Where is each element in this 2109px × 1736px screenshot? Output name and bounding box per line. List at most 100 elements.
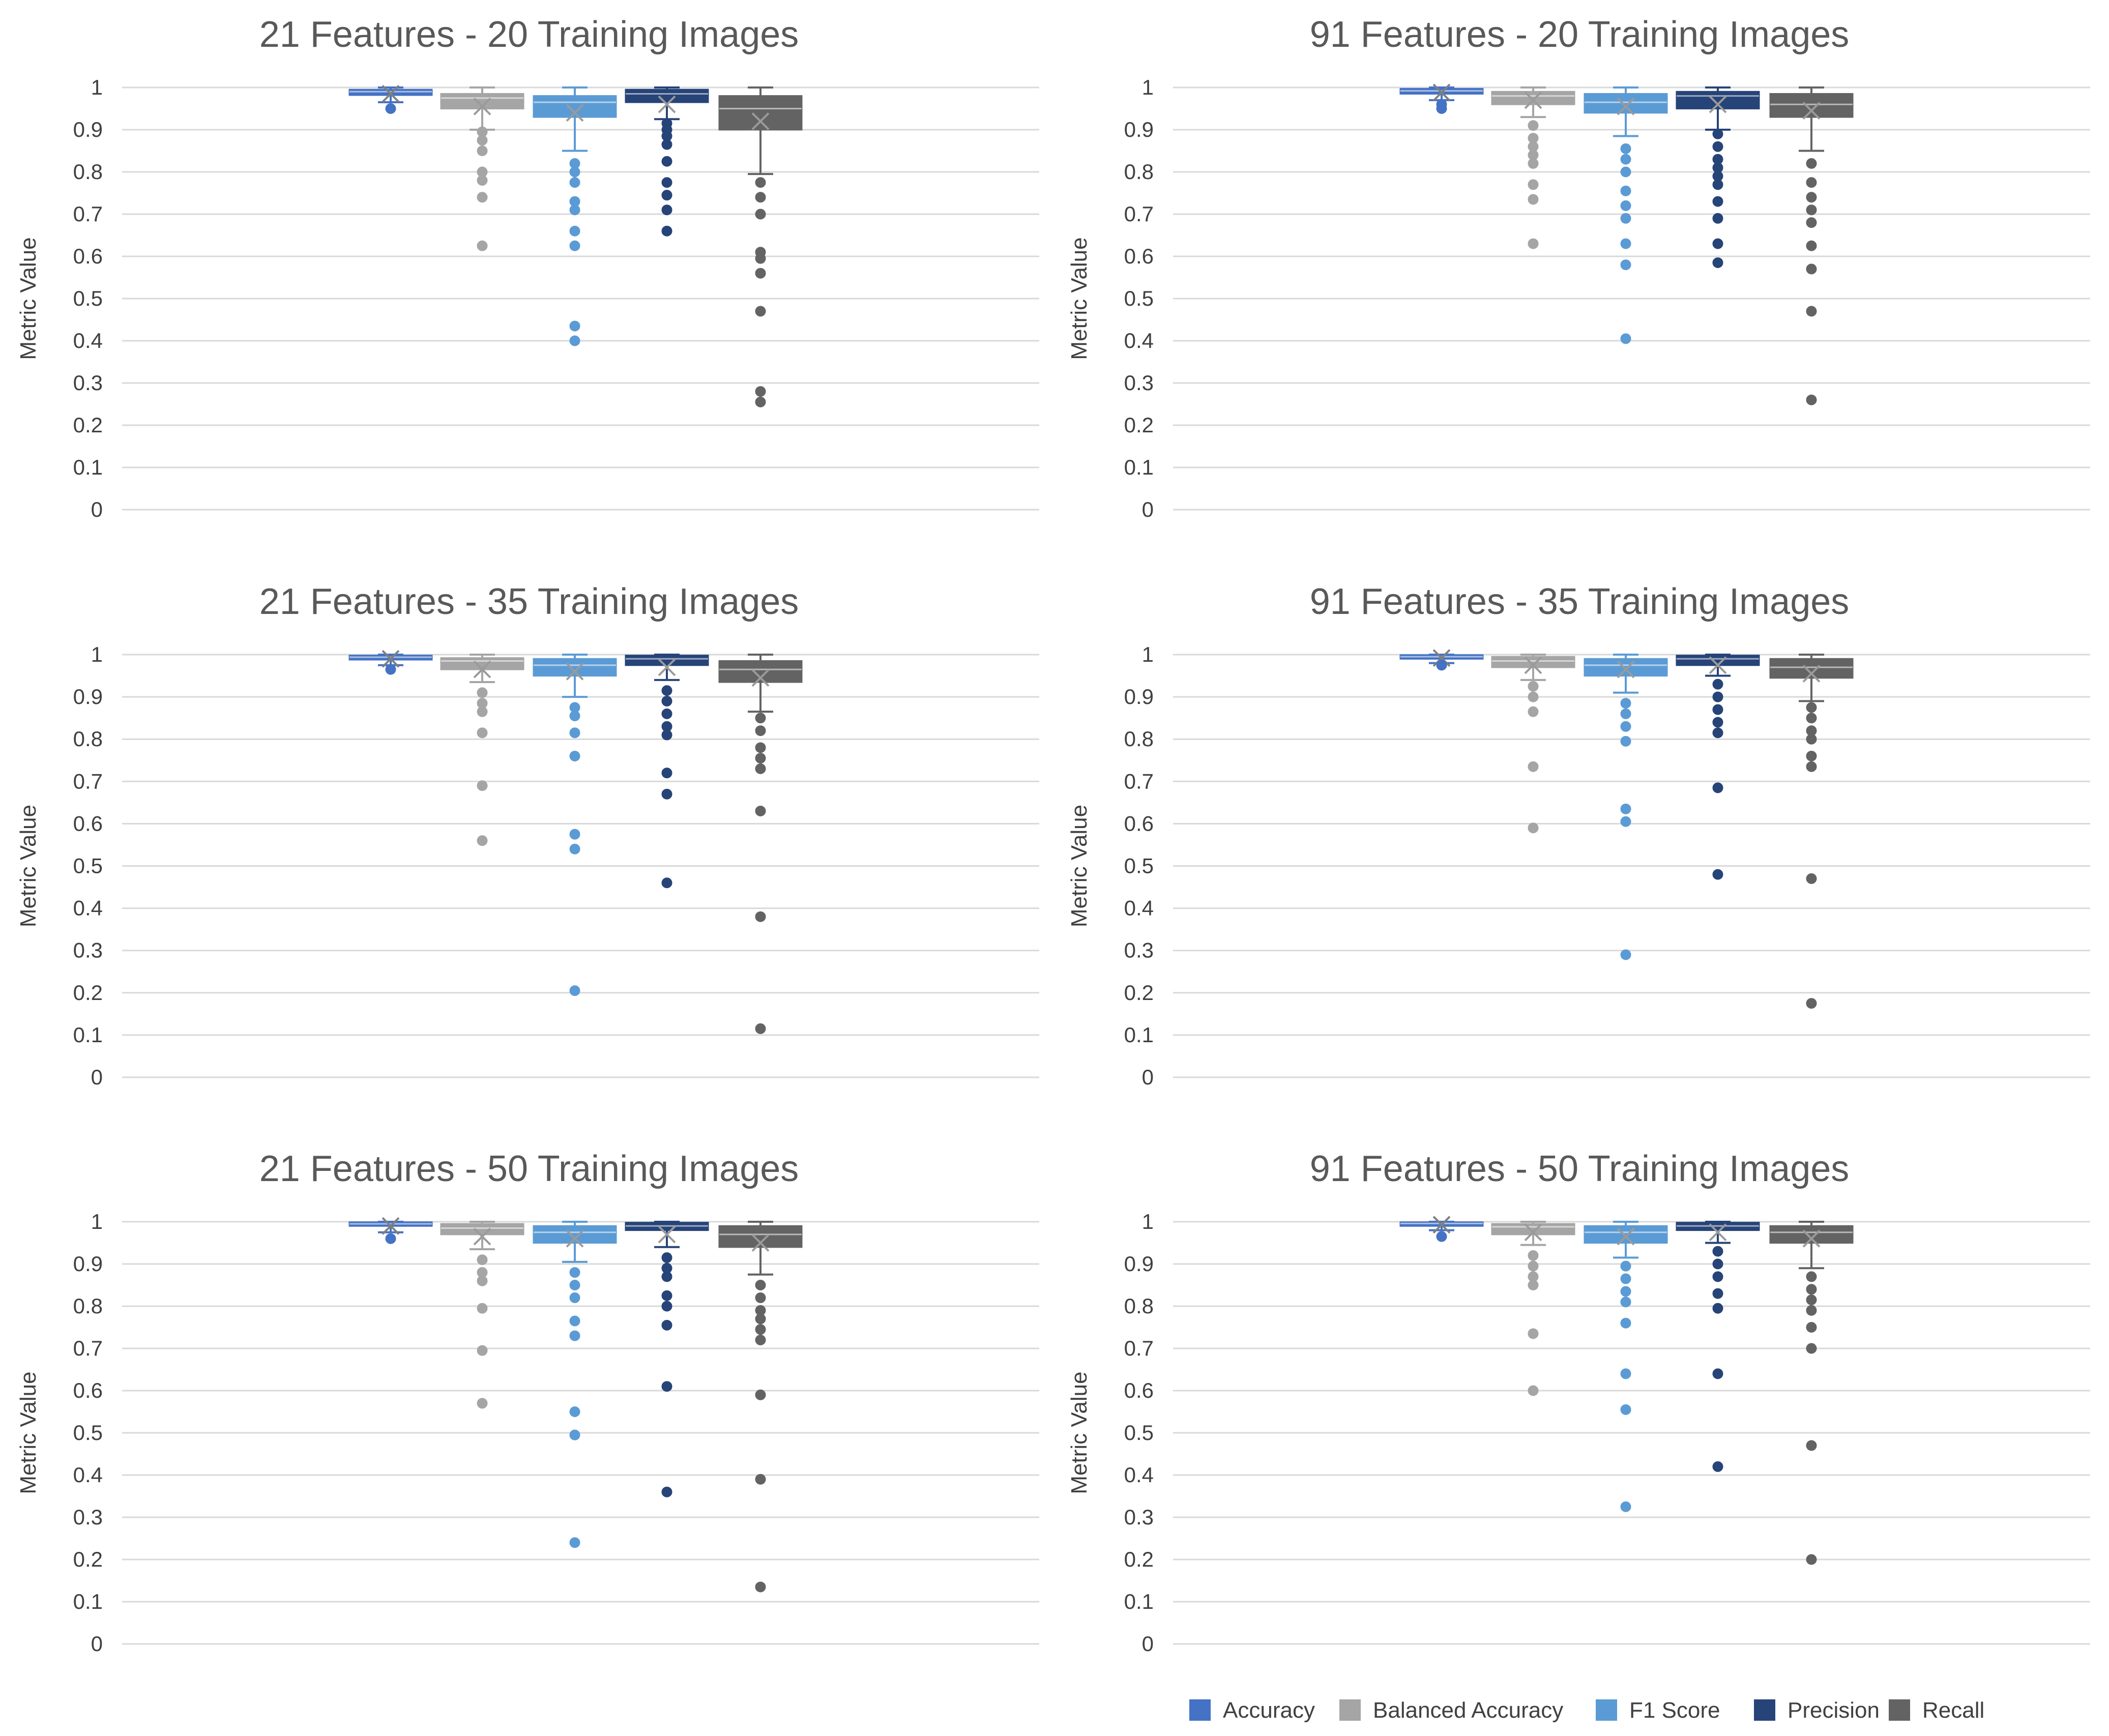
outlier-point [1806,158,1817,169]
outlier-point [1712,179,1723,190]
outlier-point [661,685,672,696]
outlier-point [569,320,580,332]
mean-marker [566,1229,584,1248]
outlier-point [661,204,672,216]
mean-marker-stroke [566,104,584,122]
mean-marker [1802,1229,1821,1248]
chart-title: 21 Features - 20 Training Images [259,14,799,55]
y-tick-label: 0.5 [1124,286,1154,310]
box-iqr [1769,1225,1854,1244]
box-accuracy [1399,649,1484,671]
outlier-point [569,1537,580,1548]
outlier-point [569,177,580,188]
mean-marker-stroke [751,112,770,130]
box-iqr [1676,655,1760,666]
outlier-point [477,780,488,791]
outlier-point [1620,949,1631,960]
outlier-point [1620,185,1631,196]
y-tick-label: 0.1 [1124,455,1154,479]
y-tick-label: 0.1 [73,1023,103,1047]
box-balanced-accuracy [1491,1221,1575,1396]
outlier-point [385,1233,396,1244]
y-tick-label: 0 [1142,497,1154,521]
legend-label: Balanced Accuracy [1373,1698,1563,1723]
box-precision [1676,654,1760,880]
outlier-point [661,1271,672,1282]
y-tick-label: 0 [91,497,103,521]
chart-panel: 91 Features - 50 Training Images Metric V… [1067,1149,2090,1656]
outlier-point [1806,1343,1817,1354]
box-iqr [625,89,709,103]
outlier-point [477,175,488,186]
outlier-point [1620,735,1631,747]
outlier-point [1806,761,1817,772]
outlier-point [569,843,580,855]
mean-marker [1432,1216,1451,1234]
outlier-point [1620,816,1631,827]
outlier-point [661,1301,672,1312]
y-tick-label: 0.4 [1124,896,1154,920]
mean-marker-stroke [1802,102,1821,120]
y-tick-label: 0.7 [73,202,103,226]
outlier-point [755,1324,766,1335]
y-tick-label: 0.1 [1124,1590,1154,1613]
outlier-point [477,687,488,698]
outlier-point [1712,1246,1723,1257]
outlier-point [755,1474,766,1485]
outlier-point [1528,238,1539,249]
mean-marker [658,95,676,113]
y-tick-label: 0.2 [73,981,103,1005]
y-tick-label: 0.7 [1124,202,1154,226]
box-iqr [1491,91,1575,105]
outlier-point [755,1292,766,1303]
outlier-point [755,1334,766,1345]
box-iqr [1491,656,1575,668]
outlier-point [385,103,396,114]
outlier-point [1620,333,1631,344]
mean-marker [1709,1223,1727,1242]
y-tick-label: 0.6 [1124,1378,1154,1402]
outlier-point [1806,192,1817,203]
outlier-point [1436,1231,1447,1242]
box-precision [625,86,709,237]
outlier-point [661,139,672,150]
outlier-point [569,1267,580,1278]
y-tick-label: 0.2 [1124,413,1154,437]
box-precision [1676,1221,1760,1472]
y-tick-label: 0.4 [73,329,103,352]
outlier-point [1528,179,1539,190]
outlier-point [1712,1271,1723,1282]
mean-marker [382,650,400,668]
outlier-point [477,192,488,203]
legend-swatch [1339,1699,1361,1721]
outlier-point [1806,1322,1817,1333]
y-tick-label: 0.8 [73,1294,103,1318]
outlier-point [1620,1297,1631,1308]
y-tick-label: 0.9 [1124,1252,1154,1276]
y-tick-label: 1 [91,1210,103,1233]
outlier-point [661,729,672,741]
box-recall [718,654,803,1034]
outlier-point [477,1303,488,1314]
mean-marker-stroke [566,1229,584,1248]
box-f1-score [1584,86,1668,344]
box-f1-score [1584,1221,1668,1512]
outlier-point [1528,691,1539,702]
outlier-point [1806,1554,1817,1565]
outlier-point [755,268,766,279]
outlier-point [1806,713,1817,724]
box-recall [718,1221,803,1593]
mean-marker-stroke [566,662,584,681]
outlier-point [1620,213,1631,224]
outlier-point [1620,1368,1631,1379]
y-tick-label: 0.3 [73,1505,103,1529]
y-tick-label: 0.9 [1124,117,1154,141]
y-tick-label: 0.3 [1124,938,1154,962]
outlier-point [661,708,672,719]
box-f1-score [1584,654,1668,960]
box-precision [625,654,709,889]
box-f1-score [533,86,617,346]
outlier-point [755,386,766,397]
y-axis-title: Metric Value [1067,1371,1092,1494]
box-iqr [533,1225,617,1244]
